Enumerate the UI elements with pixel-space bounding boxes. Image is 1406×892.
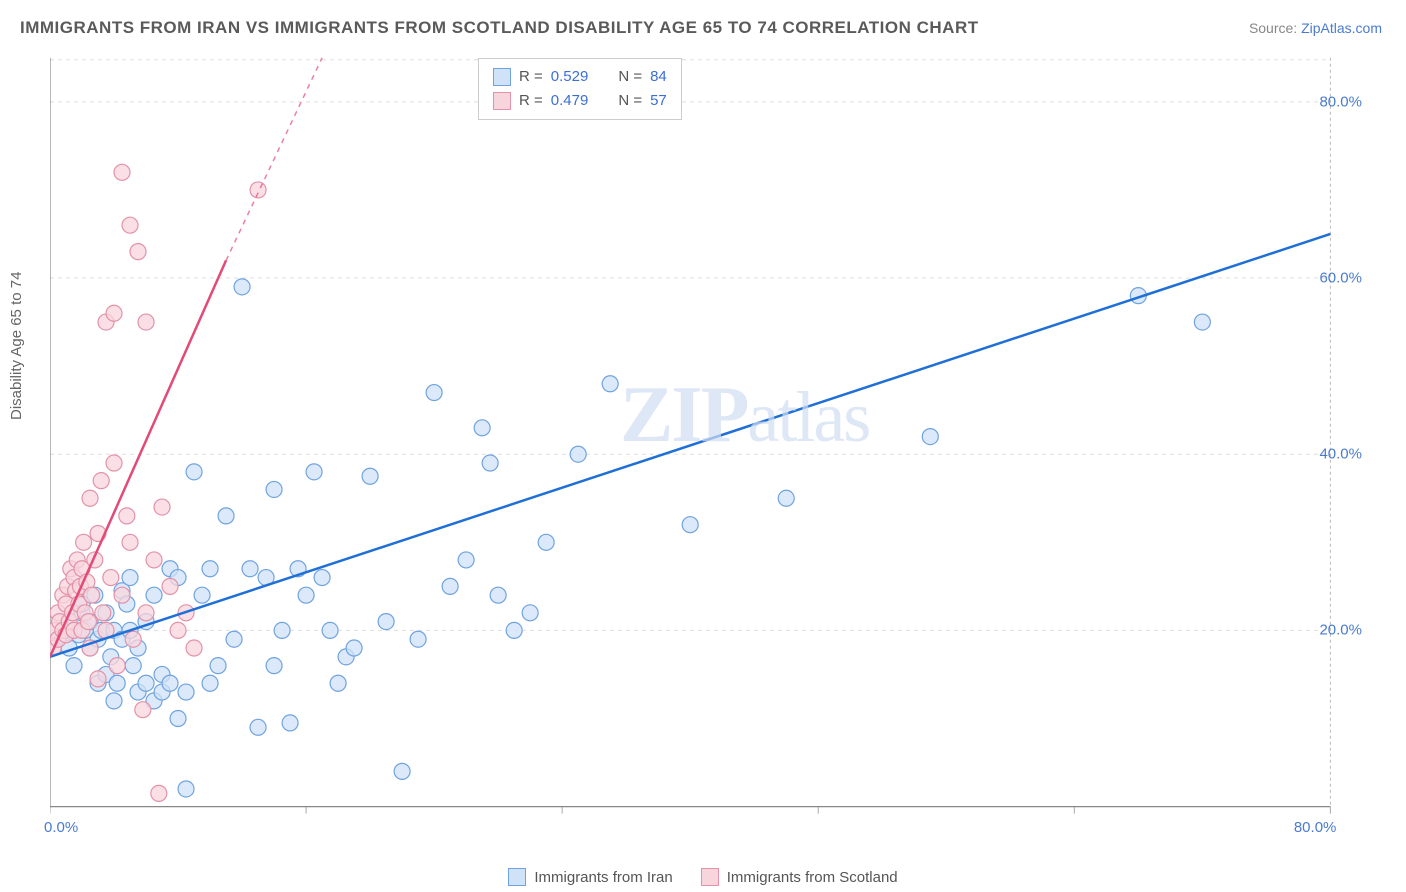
- y-tick-label: 80.0%: [1319, 93, 1362, 110]
- legend-item-iran: Immigrants from Iran: [508, 868, 672, 886]
- r-label: R =: [519, 65, 543, 89]
- r-value-iran: 0.529: [551, 65, 589, 89]
- legend-item-scotland: Immigrants from Scotland: [701, 868, 898, 886]
- n-label: N =: [618, 65, 642, 89]
- bottom-legend: Immigrants from Iran Immigrants from Sco…: [0, 868, 1406, 886]
- swatch-iran: [493, 68, 511, 86]
- x-tick-label: 80.0%: [1294, 819, 1337, 836]
- chart-title: IMMIGRANTS FROM IRAN VS IMMIGRANTS FROM …: [20, 18, 979, 38]
- legend-row-scotland: R = 0.479 N = 57: [493, 89, 667, 113]
- n-value-scotland: 57: [650, 89, 667, 113]
- y-tick-label: 20.0%: [1319, 622, 1362, 639]
- y-axis-label: Disability Age 65 to 74: [8, 272, 25, 420]
- source-link[interactable]: ZipAtlas.com: [1301, 20, 1382, 36]
- legend-label-iran: Immigrants from Iran: [534, 869, 672, 886]
- swatch-scotland: [493, 92, 511, 110]
- legend-label-scotland: Immigrants from Scotland: [727, 869, 898, 886]
- y-tick-label: 40.0%: [1319, 446, 1362, 463]
- chart-source: Source: ZipAtlas.com: [1249, 20, 1382, 36]
- source-prefix: Source:: [1249, 20, 1301, 36]
- n-value-iran: 84: [650, 65, 667, 89]
- y-tick-label: 60.0%: [1319, 270, 1362, 287]
- n-label: N =: [618, 89, 642, 113]
- r-value-scotland: 0.479: [551, 89, 589, 113]
- chart-area: 20.0%40.0%60.0%80.0%0.0%80.0%: [50, 50, 1370, 830]
- scatter-plot: [50, 50, 1370, 830]
- swatch-iran: [508, 868, 526, 886]
- x-tick-label: 0.0%: [44, 819, 78, 836]
- r-label: R =: [519, 89, 543, 113]
- legend-row-iran: R = 0.529 N = 84: [493, 65, 667, 89]
- correlation-legend: R = 0.529 N = 84 R = 0.479 N = 57: [478, 58, 682, 120]
- swatch-scotland: [701, 868, 719, 886]
